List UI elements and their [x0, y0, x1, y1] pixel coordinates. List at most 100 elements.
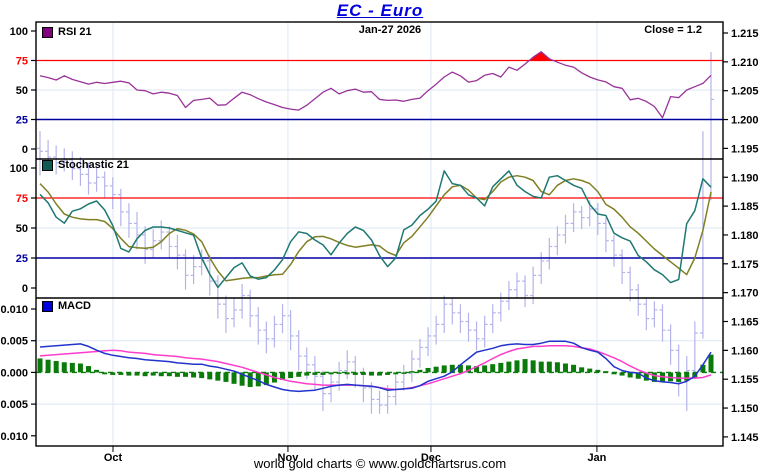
- left-axis-label: 50: [16, 85, 28, 97]
- macd-histogram-bar: [603, 371, 609, 373]
- macd-histogram-bar: [360, 372, 366, 375]
- chart-date-label: Jan-27 2026: [358, 24, 422, 36]
- price-bar: [619, 249, 626, 284]
- price-bar: [69, 151, 76, 181]
- macd-histogram-bar: [441, 365, 447, 373]
- price-bar: [125, 203, 132, 238]
- price-bar: [61, 148, 68, 172]
- macd-histogram-bar: [474, 366, 480, 373]
- macd-histogram-bar: [77, 363, 83, 373]
- macd-histogram-bar: [579, 367, 585, 373]
- macd-histogram-bar: [296, 372, 302, 377]
- price-bar: [37, 131, 43, 176]
- macd-histogram-bar: [352, 372, 358, 375]
- price-bar: [489, 304, 496, 334]
- price-bar: [190, 255, 197, 284]
- page-title: EC - Euro: [336, 1, 424, 20]
- macd-histogram-bar: [150, 372, 156, 376]
- macd-histogram-bar: [110, 372, 116, 375]
- legend-macd-label: MACD: [58, 300, 91, 312]
- macd-histogram-bar: [239, 372, 245, 386]
- macd-histogram-bar: [377, 372, 383, 376]
- left-axis-label: -0.005: [0, 399, 28, 411]
- stochastic-k-line: [39, 170, 712, 289]
- macd-histogram-bar: [433, 366, 439, 373]
- legend-rsi-label: RSI 21: [58, 26, 92, 38]
- macd-histogram-bar: [465, 365, 471, 373]
- macd-histogram-bar: [417, 369, 423, 373]
- macd-histogram-bar: [118, 372, 124, 375]
- price-bar: [271, 315, 278, 348]
- macd-histogram-bar: [554, 362, 560, 373]
- right-axis-label: 1.155: [731, 374, 759, 386]
- right-axis-label: 1.170: [731, 288, 759, 300]
- left-axis-label: 0: [22, 144, 28, 156]
- macd-histogram-bar: [457, 364, 463, 373]
- left-axis-label: 25: [16, 253, 28, 265]
- right-axis-label: 1.195: [731, 143, 759, 155]
- macd-histogram-bar: [514, 360, 520, 373]
- price-bar: [578, 206, 585, 230]
- price-bar: [416, 338, 423, 368]
- price-bar: [77, 157, 84, 186]
- macd-histogram-bar: [409, 371, 415, 373]
- macd-histogram-bar: [37, 358, 43, 373]
- price-bar: [85, 162, 92, 195]
- macd-histogram-bar: [490, 364, 496, 373]
- macd-histogram-bar: [643, 372, 649, 381]
- price-bar: [93, 165, 100, 192]
- price-bar: [651, 301, 658, 328]
- price-bar: [222, 295, 229, 334]
- right-axis-label: 1.175: [731, 259, 759, 271]
- macd-histogram-bar: [53, 360, 59, 373]
- left-axis-label: 75: [16, 56, 28, 68]
- macd-histogram-bar: [530, 360, 536, 373]
- macd-histogram-bar: [546, 361, 552, 373]
- macd-histogram-bar: [86, 366, 92, 373]
- macd-histogram-bar: [449, 364, 455, 373]
- price-bar: [408, 350, 415, 383]
- macd-histogram-bar: [506, 361, 512, 373]
- price-bar: [481, 315, 488, 348]
- price-bar: [150, 229, 157, 259]
- left-axis-label: 75: [16, 193, 28, 205]
- macd-histogram-bar: [538, 361, 544, 373]
- macd-histogram-bar: [425, 367, 431, 373]
- macd-histogram-bar: [611, 372, 617, 375]
- rsi-line: [39, 51, 712, 119]
- macd-histogram-bar: [595, 369, 601, 373]
- macd-histogram-bar: [191, 372, 197, 378]
- price-bar: [643, 298, 650, 331]
- price-bar: [279, 304, 286, 334]
- macd-histogram-bar: [482, 365, 488, 373]
- price-bar: [231, 298, 238, 328]
- macd-histogram-bar: [134, 372, 140, 376]
- price-bar: [635, 283, 642, 316]
- macd-histogram-bar: [166, 372, 172, 377]
- macd-histogram-bar: [263, 372, 269, 386]
- price-bar: [247, 289, 254, 328]
- month-label: Nov: [278, 452, 300, 464]
- month-label: Jan: [587, 452, 606, 464]
- price-bar: [214, 275, 221, 319]
- price-bar: [465, 312, 472, 342]
- macd-histogram-bar: [328, 372, 334, 375]
- macd-histogram-bar: [45, 359, 51, 373]
- price-bar: [158, 220, 165, 250]
- price-bar: [441, 295, 448, 334]
- macd-histogram-bar: [571, 364, 577, 373]
- price-bar: [336, 361, 343, 391]
- left-axis-label: 50: [16, 223, 28, 235]
- price-bar: [610, 234, 617, 267]
- close-value-label: Close = 1.2: [644, 24, 702, 36]
- macd-histogram-bar: [183, 372, 189, 377]
- right-axis-label: 1.180: [731, 230, 759, 242]
- legend-rsi: RSI 21: [42, 26, 92, 38]
- price-bar: [328, 373, 335, 403]
- macd-signal-line: [39, 345, 712, 391]
- macd-histogram-bar: [393, 372, 399, 375]
- left-axis-label: 0.000: [0, 367, 28, 379]
- macd-histogram-bar: [522, 359, 528, 373]
- stochastic-swatch-icon: [42, 159, 53, 171]
